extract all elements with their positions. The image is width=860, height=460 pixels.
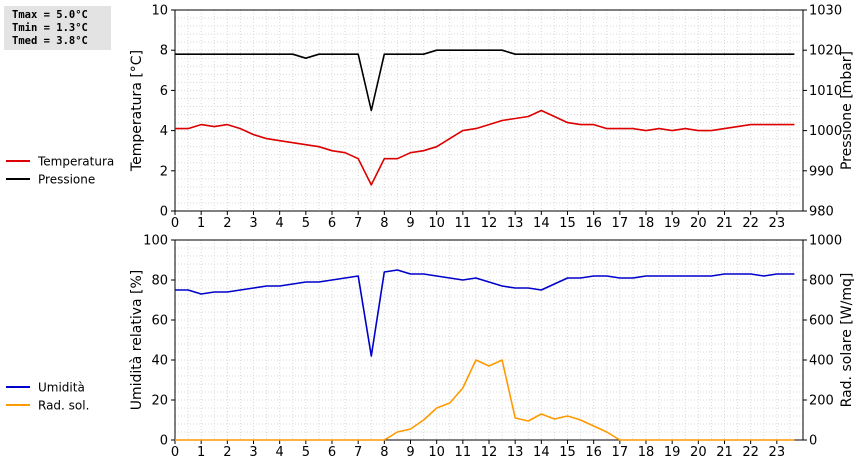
x-tick-label: 14 xyxy=(533,216,550,231)
series-line xyxy=(175,359,795,441)
x-tick-label: 11 xyxy=(455,445,472,460)
x-tick-label: 12 xyxy=(481,445,498,460)
y-left-tick-label: 60 xyxy=(151,314,168,329)
series-line xyxy=(175,109,795,186)
y-left-tick-label: 4 xyxy=(160,124,168,139)
y-left-tick-label: 20 xyxy=(151,394,168,409)
stat-row-tmed: Tmed = 3.8°C xyxy=(12,35,88,47)
y-right-tick-label: 200 xyxy=(809,394,834,409)
x-tick-label: 4 xyxy=(276,216,284,231)
stats-box: Tmax = 5.0°C Tmin = 1.3°C Tmed = 3.8°C xyxy=(4,6,111,50)
x-tick-label: 23 xyxy=(769,216,786,231)
y-right-tick-label: 0 xyxy=(809,434,817,449)
y-left-axis-title: Umidità relativa [%] xyxy=(129,270,145,411)
legend-label: Temperatura xyxy=(37,155,114,169)
y-left-tick-label: 0 xyxy=(160,205,168,220)
y-left-axis-title: Temperatura [°C] xyxy=(129,50,145,172)
x-tick-label: 13 xyxy=(507,216,524,231)
x-tick-label: 18 xyxy=(638,445,655,460)
x-tick-label: 5 xyxy=(302,216,310,231)
x-tick-label: 16 xyxy=(585,216,602,231)
y-right-tick-label: 1010 xyxy=(809,84,842,99)
x-tick-label: 15 xyxy=(559,445,576,460)
x-tick-label: 6 xyxy=(328,445,336,460)
x-tick-label: 22 xyxy=(742,445,759,460)
x-tick-label: 5 xyxy=(302,445,310,460)
x-tick-label: 11 xyxy=(455,216,472,231)
x-tick-label: 8 xyxy=(380,445,388,460)
y-right-tick-label: 980 xyxy=(809,205,834,220)
x-tick-label: 1 xyxy=(197,445,205,460)
legend-label: Umidità xyxy=(38,381,85,395)
y-left-tick-label: 0 xyxy=(160,434,168,449)
x-tick-label: 23 xyxy=(769,445,786,460)
y-right-axis-title: Pressione [mbar] xyxy=(839,51,855,170)
x-tick-label: 6 xyxy=(328,216,336,231)
y-left-tick-label: 100 xyxy=(143,234,168,249)
y-right-tick-label: 600 xyxy=(809,314,834,329)
y-left-tick-label: 10 xyxy=(151,4,168,19)
x-tick-label: 4 xyxy=(276,445,284,460)
y-right-axis-title: Rad. solare [W/mq] xyxy=(839,273,855,408)
x-tick-label: 9 xyxy=(406,445,414,460)
legend-label: Rad. sol. xyxy=(38,399,89,413)
y-right-tick-label: 1000 xyxy=(809,124,842,139)
y-right-tick-label: 800 xyxy=(809,274,834,289)
x-tick-label: 9 xyxy=(406,216,414,231)
y-right-tick-label: 400 xyxy=(809,354,834,369)
y-right-tick-label: 1020 xyxy=(809,44,842,59)
x-tick-label: 8 xyxy=(380,216,388,231)
x-tick-label: 7 xyxy=(354,445,362,460)
y-left-tick-label: 40 xyxy=(151,354,168,369)
y-right-tick-label: 990 xyxy=(809,164,834,179)
x-tick-label: 21 xyxy=(716,445,733,460)
y-left-tick-label: 80 xyxy=(151,274,168,289)
x-tick-label: 17 xyxy=(612,216,629,231)
x-tick-label: 7 xyxy=(354,216,362,231)
x-tick-label: 1 xyxy=(197,216,205,231)
x-tick-label: 13 xyxy=(507,445,524,460)
y-right-tick-label: 1000 xyxy=(809,234,842,249)
x-tick-label: 20 xyxy=(690,445,707,460)
x-tick-label: 22 xyxy=(742,216,759,231)
stat-row-tmax: Tmax = 5.0°C xyxy=(12,9,88,21)
x-tick-label: 20 xyxy=(690,216,707,231)
y-left-tick-label: 2 xyxy=(160,164,168,179)
y-left-tick-label: 8 xyxy=(160,44,168,59)
x-tick-label: 2 xyxy=(223,216,231,231)
x-tick-label: 10 xyxy=(428,445,445,460)
x-tick-label: 10 xyxy=(428,216,445,231)
legend-label: Pressione xyxy=(38,173,95,187)
x-tick-label: 3 xyxy=(249,445,257,460)
x-tick-label: 3 xyxy=(249,216,257,231)
x-tick-label: 2 xyxy=(223,445,231,460)
x-tick-label: 0 xyxy=(171,216,179,231)
x-tick-label: 19 xyxy=(664,445,681,460)
series-line xyxy=(175,269,795,357)
stat-row-tmin: Tmin = 1.3°C xyxy=(12,22,88,34)
x-tick-label: 16 xyxy=(585,445,602,460)
x-tick-label: 21 xyxy=(716,216,733,231)
x-tick-label: 12 xyxy=(481,216,498,231)
x-tick-label: 15 xyxy=(559,216,576,231)
y-right-tick-label: 1030 xyxy=(809,4,842,19)
x-tick-label: 17 xyxy=(612,445,629,460)
x-tick-label: 14 xyxy=(533,445,550,460)
x-tick-label: 0 xyxy=(171,445,179,460)
x-tick-label: 19 xyxy=(664,216,681,231)
series-line xyxy=(175,49,795,112)
y-left-tick-label: 6 xyxy=(160,84,168,99)
x-tick-label: 18 xyxy=(638,216,655,231)
